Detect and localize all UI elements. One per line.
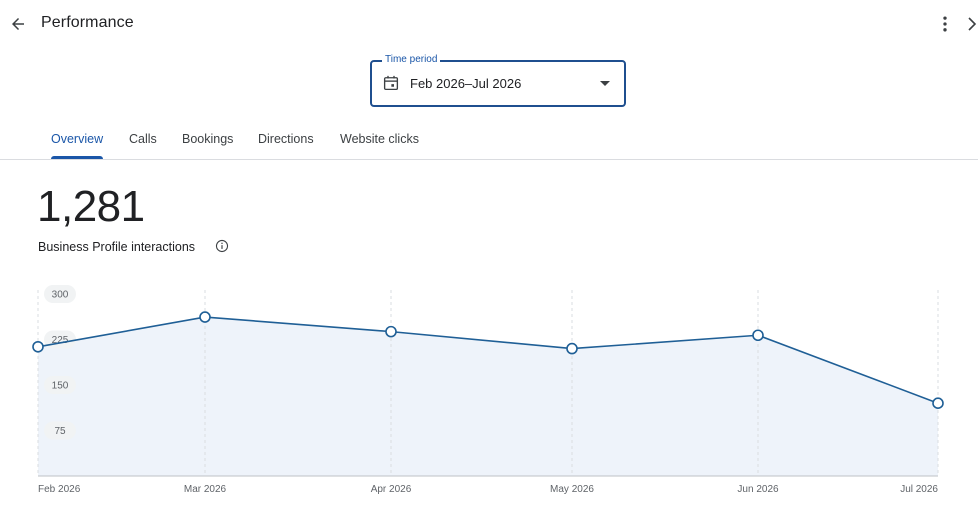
y-tick-pill <box>44 421 76 440</box>
back-button[interactable] <box>6 12 30 36</box>
time-period-select[interactable]: Time period Feb 2026–Jul 2026 <box>370 54 626 107</box>
tab-bar: Overview Calls Bookings Directions Websi… <box>0 120 978 160</box>
y-tick-label: 150 <box>52 381 69 392</box>
more-vert-icon <box>943 16 947 32</box>
tab-website-clicks[interactable]: Website clicks <box>340 132 419 146</box>
tab-overview[interactable]: Overview <box>51 132 104 146</box>
chart-data-point <box>199 311 211 323</box>
more-options-button[interactable] <box>933 12 957 36</box>
arrow-left-icon <box>12 18 24 30</box>
interactions-chart: 300 225 150 75 Feb 2026 Mar 2026 Apr 2026 May 2… <box>32 285 944 495</box>
tab-directions[interactable]: Directions <box>258 132 314 146</box>
y-tick-label: 300 <box>52 290 69 301</box>
next-button[interactable] <box>966 12 978 36</box>
x-tick-label: Mar 2026 <box>184 484 227 495</box>
y-tick-pill <box>44 285 76 303</box>
x-tick-label: Feb 2026 <box>38 484 81 495</box>
tab-calls[interactable]: Calls <box>129 132 157 146</box>
chart-data-point <box>752 329 764 342</box>
page-title: Performance <box>41 14 134 31</box>
chevron-right-icon <box>968 17 977 31</box>
metric-value: 1,281 <box>37 182 145 231</box>
calendar-icon <box>383 75 399 91</box>
dropdown-caret-icon <box>600 81 610 86</box>
chart-data-point <box>566 342 578 355</box>
x-tick-label: Jul 2026 <box>900 484 938 495</box>
info-icon[interactable] <box>215 239 229 253</box>
x-tick-label: Jun 2026 <box>737 484 779 495</box>
chart-series-line <box>37 316 939 404</box>
y-tick-label: 225 <box>52 335 69 346</box>
chart-data-point <box>32 340 44 353</box>
metric-label: Business Profile interactions <box>38 240 196 254</box>
chart-data-point <box>932 397 944 409</box>
tab-bookings[interactable]: Bookings <box>182 132 234 146</box>
time-period-value: Feb 2026–Jul 2026 <box>410 76 522 91</box>
chart-area-fill <box>38 317 938 476</box>
x-tick-label: Apr 2026 <box>371 484 412 495</box>
y-tick-label: 75 <box>54 426 66 437</box>
chart-data-point <box>385 325 397 338</box>
active-tab-indicator <box>51 156 103 159</box>
y-tick-pill <box>44 376 76 394</box>
time-period-label: Time period <box>382 54 441 66</box>
x-tick-label: May 2026 <box>550 484 594 495</box>
